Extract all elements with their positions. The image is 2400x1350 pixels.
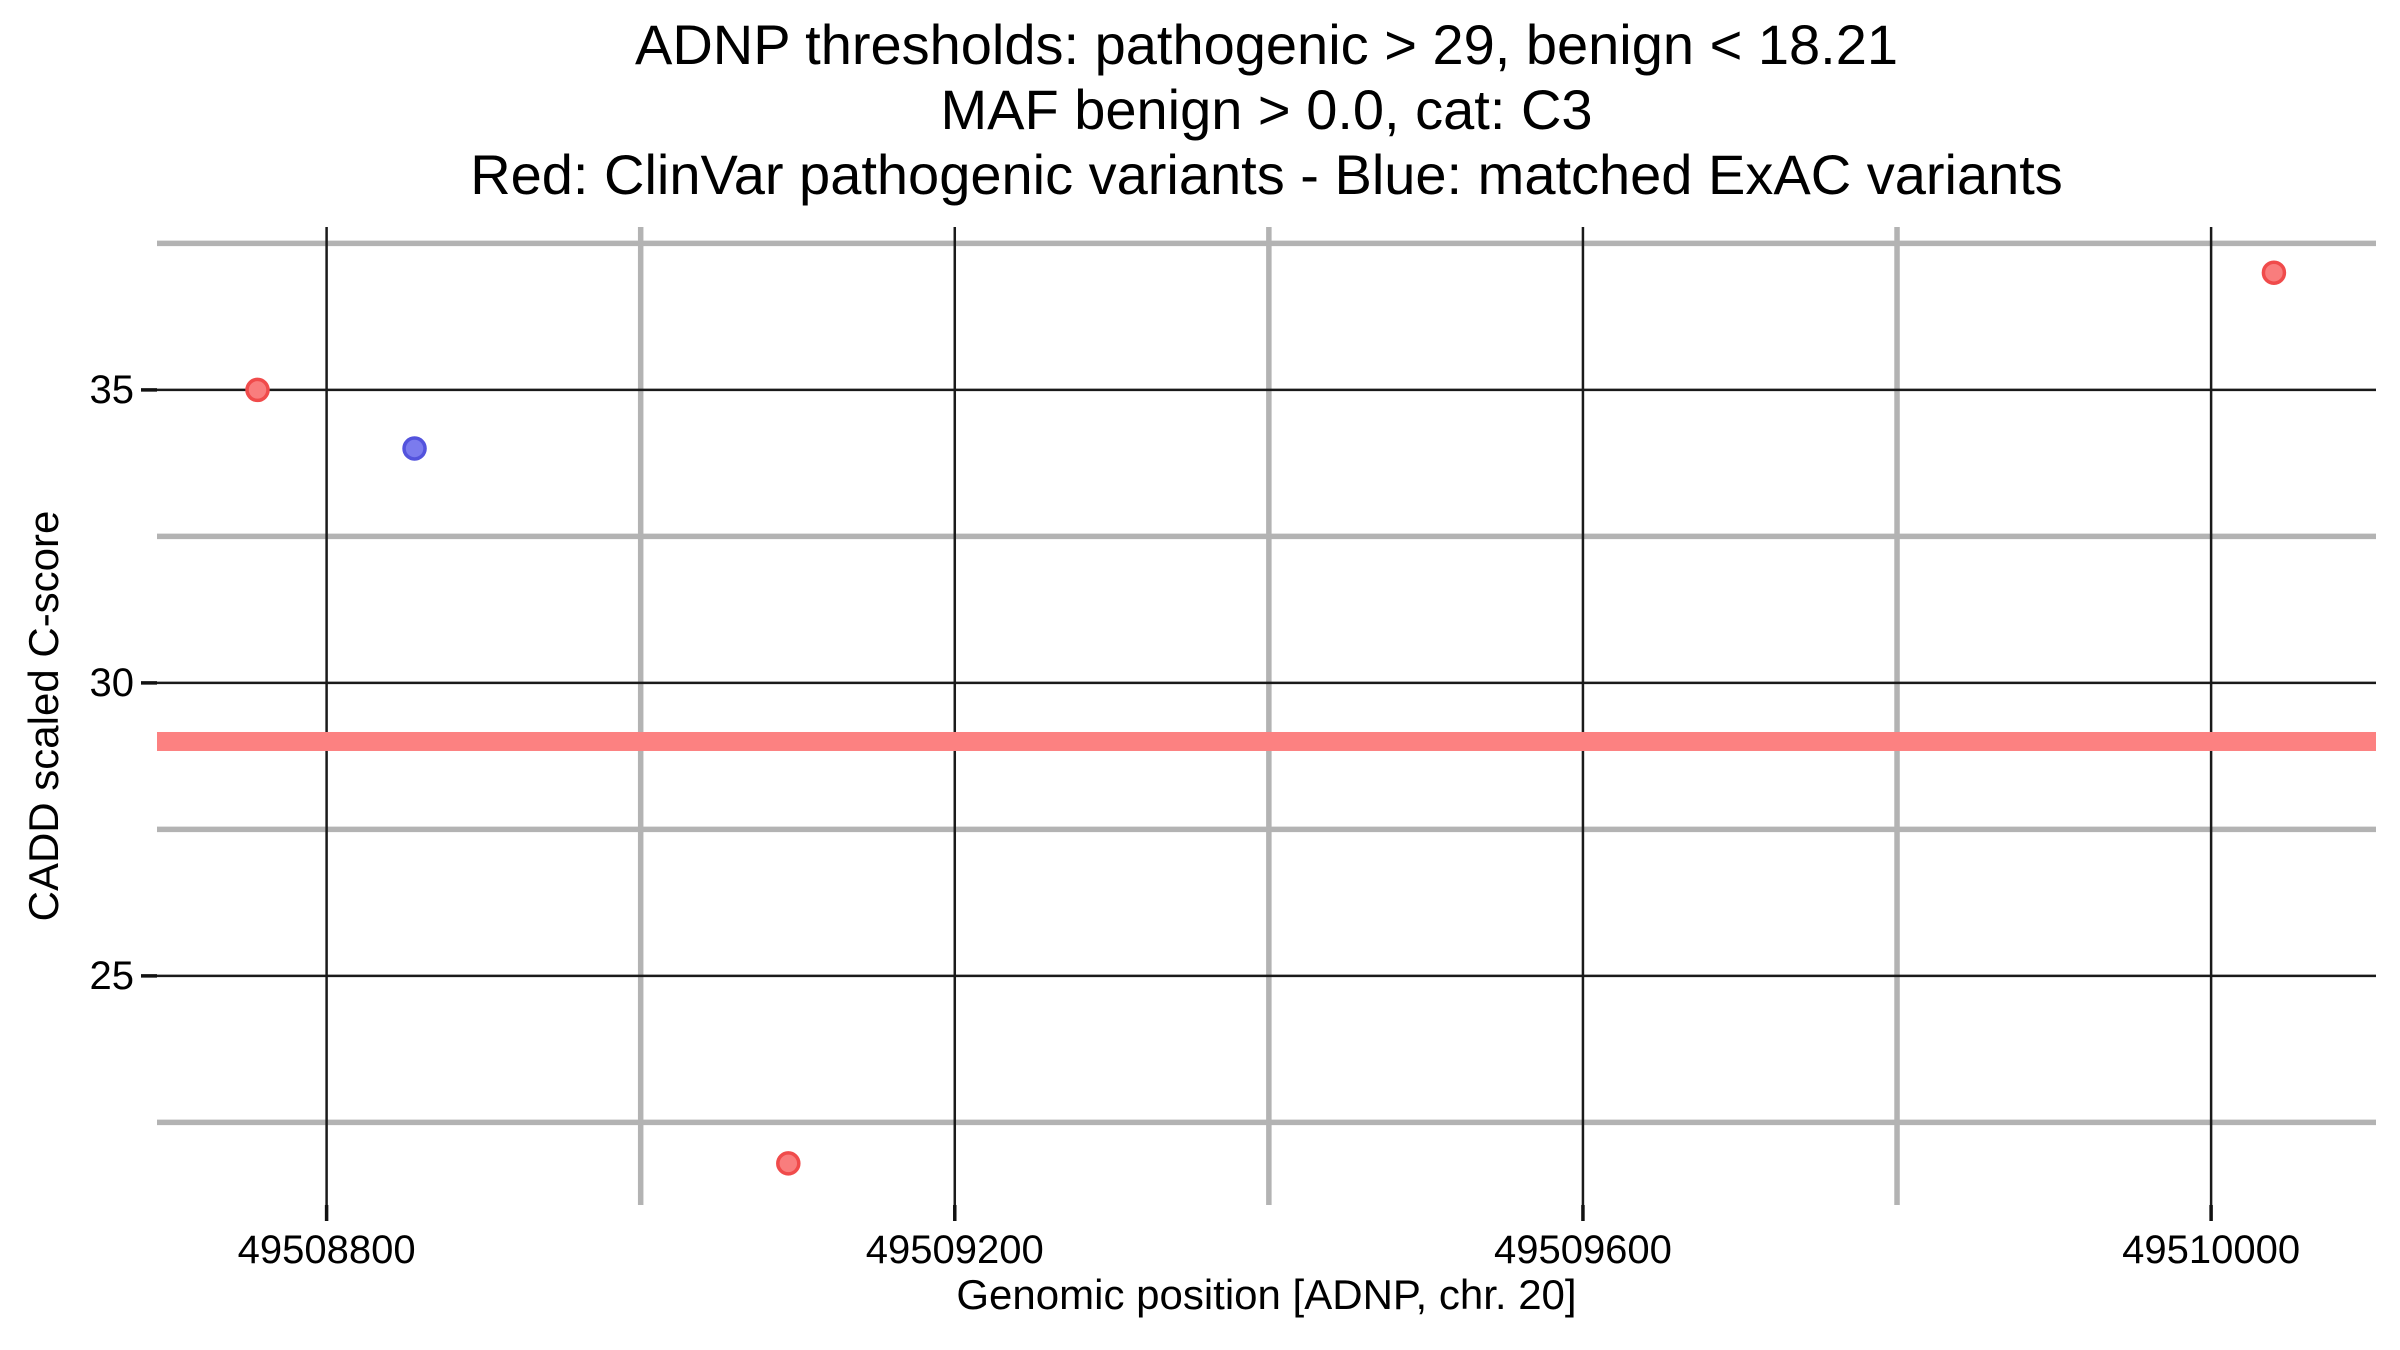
x-tick-label: 49510000 <box>2122 1228 2301 1272</box>
y-tick-label: 25 <box>89 953 135 998</box>
chart-title-line-2: MAF benign > 0.0, cat: C3 <box>940 78 1593 141</box>
x-tick-label: 49509600 <box>1493 1228 1672 1272</box>
y-tick-label: 35 <box>89 367 135 412</box>
chart-title-line-1: ADNP thresholds: pathogenic > 29, benign… <box>635 13 1898 76</box>
chart-title: ADNP thresholds: pathogenic > 29, benign… <box>157 12 2376 207</box>
x-axis-title: Genomic position [ADNP, chr. 20] <box>956 1271 1577 1318</box>
chart-title-line-3: Red: ClinVar pathogenic variants - Blue:… <box>470 143 2063 206</box>
data-point-red <box>245 377 270 403</box>
y-tick-label: 30 <box>89 660 135 705</box>
data-point-red <box>776 1151 801 1176</box>
x-tick-label: 49509200 <box>865 1228 1044 1272</box>
data-point-blue <box>402 436 427 461</box>
pathogenic-threshold-line <box>157 731 2376 751</box>
data-point-red <box>2261 260 2287 285</box>
x-tick-label: 49508800 <box>237 1228 416 1272</box>
